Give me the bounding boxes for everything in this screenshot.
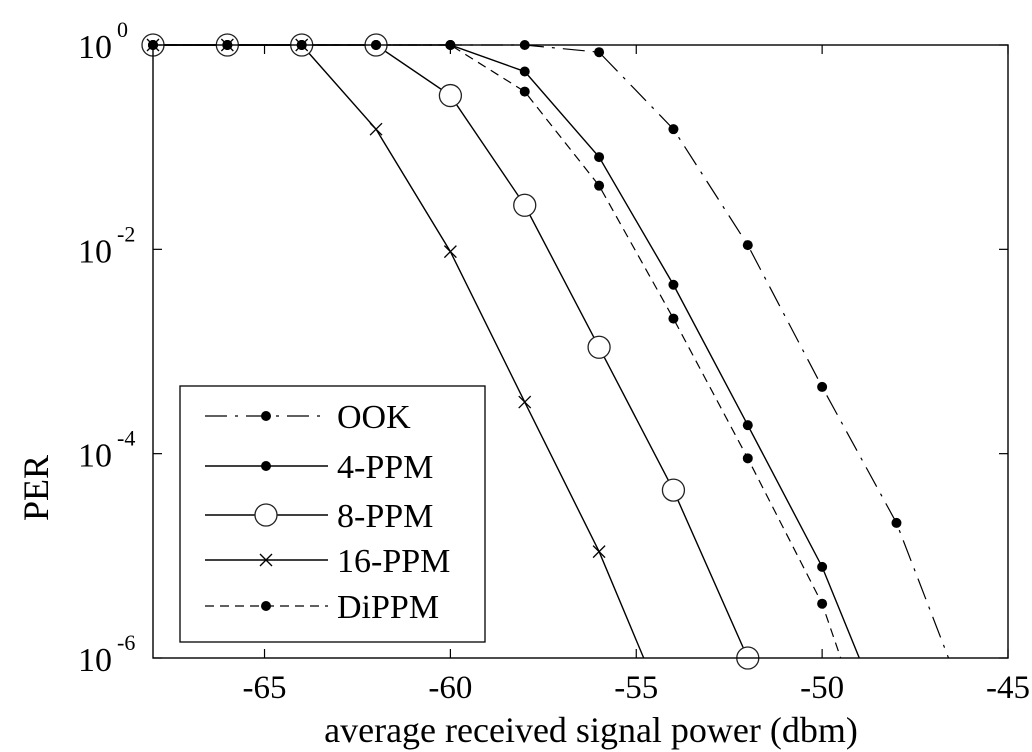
data-point-4-ppm [519, 66, 530, 77]
x-tick-label: -50 [800, 670, 844, 706]
data-point-16-ppm [518, 395, 532, 409]
y-axis-title: PER [16, 455, 56, 521]
legend-label-dippm: DiPPM [337, 589, 439, 626]
legend-label-4-ppm: 4-PPM [337, 449, 433, 486]
data-point-ook [742, 240, 753, 251]
x-tick-label: -45 [986, 670, 1030, 706]
legend-box [179, 385, 486, 643]
y-tick-label-exponent: -6 [117, 630, 135, 655]
y-tick-label-base: 10 [78, 438, 112, 475]
x-tick-label: -65 [243, 670, 287, 706]
y-tick-label-base: 10 [78, 642, 112, 679]
data-point-16-ppm [592, 545, 606, 559]
data-point-dippm [594, 180, 605, 191]
data-point-4-ppm [668, 279, 679, 290]
y-tick-label: 10 0 [78, 17, 128, 66]
data-point-4-ppm [817, 561, 828, 572]
legend-marker-dippm [261, 601, 271, 611]
y-tick-label-base: 10 [78, 29, 112, 66]
legend-marker-16-ppm [259, 553, 273, 567]
legend-marker-4-ppm [261, 461, 271, 471]
data-point-ook [668, 124, 679, 135]
y-tick-label-base: 10 [78, 233, 112, 270]
x-marker-stroke [518, 395, 532, 409]
y-tick-label: 10 -2 [78, 221, 135, 270]
legend-label-8-ppm: 8-PPM [337, 498, 433, 535]
data-point-ook [594, 47, 605, 58]
plot-frame [152, 44, 1009, 659]
data-point-dippm [519, 86, 530, 97]
data-point-dippm [742, 453, 753, 464]
data-point-8-ppm [438, 83, 463, 108]
x-tick-label: -60 [428, 670, 472, 706]
x-marker-stroke [369, 122, 383, 136]
legend-marker-ook [261, 411, 271, 421]
y-tick-label-exponent: -2 [117, 221, 135, 246]
x-tick-label: -55 [614, 670, 658, 706]
data-point-4-ppm [594, 152, 605, 163]
x-axis-title: average received signal power (dbm) [324, 710, 858, 750]
data-point-dippm [668, 313, 679, 324]
y-tick-label-exponent: 0 [117, 17, 128, 42]
y-tick-label: 10 -6 [78, 630, 135, 679]
data-point-16-ppm [443, 245, 457, 259]
data-point-8-ppm [587, 335, 611, 359]
data-point-ook [817, 381, 828, 392]
data-point-dippm [817, 598, 828, 609]
y-tick-label-exponent: -4 [117, 426, 135, 451]
data-point-8-ppm [661, 478, 686, 502]
legend-label-16-ppm: 16-PPM [337, 543, 450, 580]
data-point-ook [891, 517, 902, 528]
legend: OOK 4-PPM 8-PPM 16-PPM DiPPM [179, 385, 486, 643]
x-marker-stroke [592, 545, 606, 559]
y-tick-label: 10 -4 [78, 426, 135, 475]
legend-label-ook: OOK [337, 399, 411, 436]
x-marker-stroke [443, 245, 457, 259]
x-marker-stroke [259, 553, 273, 567]
data-point-16-ppm [369, 122, 383, 136]
data-point-4-ppm [742, 420, 753, 431]
data-point-8-ppm [513, 193, 537, 217]
legend-marker-8-ppm [254, 503, 278, 527]
